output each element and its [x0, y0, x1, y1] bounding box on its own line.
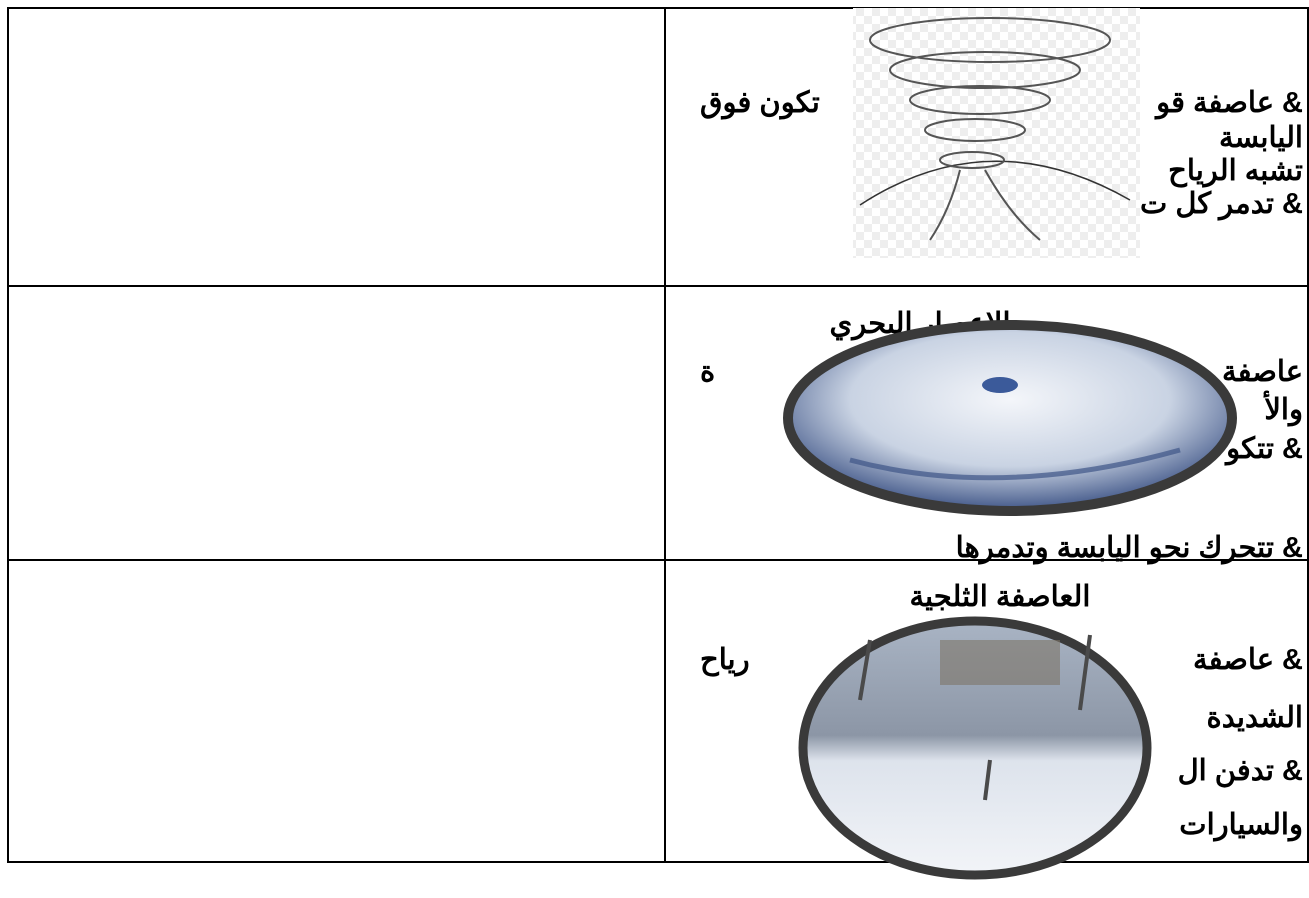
text-line: رياح	[700, 644, 750, 676]
text-line: عاصفة	[1222, 356, 1303, 388]
text-line: الشديدة	[1206, 702, 1303, 734]
row-title: الإعصار البحري	[829, 308, 1011, 340]
text-line: & تدفن ال	[1177, 755, 1303, 787]
row-title: العاصفة الثلجية	[909, 581, 1091, 613]
text-line: تكون فوق	[700, 87, 820, 119]
text-line: & عاصفة قو	[1156, 87, 1303, 119]
text-line: & عاصفة	[1193, 644, 1303, 676]
text-line: ة	[700, 356, 716, 388]
text-line: تشبه الرياح	[1168, 155, 1303, 187]
text-line: & تدمر كل ت	[1139, 188, 1303, 220]
text-line: والسيارات	[1179, 809, 1303, 841]
text-line: والأ	[1264, 394, 1303, 426]
text-line: & تتحرك نحو اليابسة وتدمرها	[955, 532, 1303, 564]
text-line: اليابسة	[1219, 122, 1303, 154]
text-line: & تتكو	[1226, 433, 1303, 465]
